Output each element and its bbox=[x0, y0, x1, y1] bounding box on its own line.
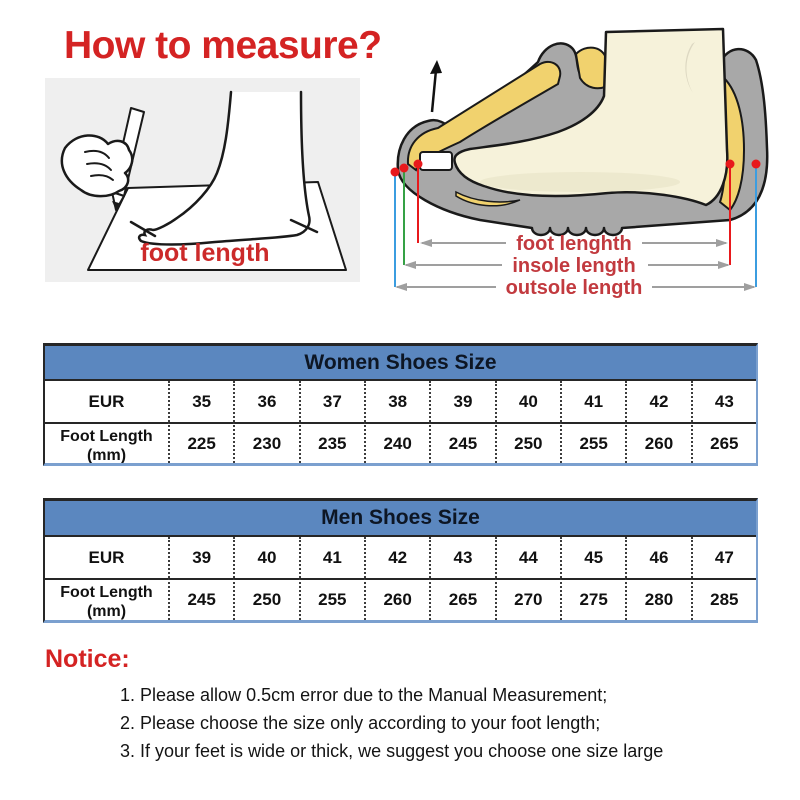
notice-title: Notice: bbox=[45, 645, 130, 673]
size-cell: 41 bbox=[298, 537, 364, 578]
insole-length-label: insole length bbox=[512, 255, 635, 277]
foot-tracing-illustration: foot length bbox=[45, 78, 360, 282]
length-cell: 255 bbox=[560, 422, 626, 463]
right-arrowhead-icon bbox=[716, 239, 728, 247]
foot-outline bbox=[137, 90, 311, 246]
row-header: Foot Length (mm) bbox=[45, 578, 168, 620]
length-cell: 265 bbox=[429, 578, 495, 620]
length-cell: 270 bbox=[494, 578, 560, 620]
size-cell: 40 bbox=[494, 381, 560, 422]
size-cell: 39 bbox=[429, 381, 494, 422]
size-cell: 36 bbox=[233, 381, 298, 422]
size-cell: 46 bbox=[625, 537, 690, 578]
measure-dot bbox=[751, 159, 761, 169]
page-title: How to measure? bbox=[64, 24, 382, 67]
hand-icon bbox=[60, 134, 134, 198]
foot-shading bbox=[480, 172, 680, 192]
table-title: Men Shoes Size bbox=[45, 501, 756, 537]
left-arrowhead-icon bbox=[420, 239, 432, 247]
outsole-length-label: outsole length bbox=[506, 277, 643, 299]
foot-length-label: foot lenghth bbox=[516, 233, 632, 255]
length-cell: 285 bbox=[690, 578, 756, 620]
insole-underfoot bbox=[455, 190, 521, 207]
size-cell: 41 bbox=[560, 381, 625, 422]
size-cell: 47 bbox=[690, 537, 756, 578]
ankle-shading-crescent bbox=[685, 42, 695, 93]
length-cell: 280 bbox=[625, 578, 691, 620]
measure-dot bbox=[399, 163, 409, 173]
size-cell: 39 bbox=[168, 537, 233, 578]
size-cell: 43 bbox=[429, 537, 494, 578]
heel-tick-mark bbox=[289, 218, 319, 234]
size-cell: 42 bbox=[364, 537, 429, 578]
size-cell: 38 bbox=[364, 381, 429, 422]
length-cell: 260 bbox=[364, 578, 430, 620]
men-size-table: Men Shoes Size EUR 39 40 41 42 43 44 45 … bbox=[43, 498, 758, 623]
size-cell: 44 bbox=[494, 537, 560, 578]
foot-shape-fill bbox=[139, 92, 310, 245]
size-cell: 40 bbox=[233, 537, 298, 578]
measure-dot bbox=[390, 167, 400, 177]
size-cell: 42 bbox=[625, 381, 690, 422]
length-cell: 255 bbox=[298, 578, 364, 620]
size-cell: 37 bbox=[298, 381, 364, 422]
row-header-line: Foot Length bbox=[60, 584, 153, 601]
length-cell: 230 bbox=[233, 422, 299, 463]
measure-dot bbox=[413, 159, 423, 169]
toe-gap-notch bbox=[419, 151, 453, 171]
row-header-line: (mm) bbox=[86, 447, 127, 463]
left-arrowhead-icon bbox=[404, 261, 416, 269]
table-title: Women Shoes Size bbox=[45, 346, 756, 381]
length-cell: 245 bbox=[168, 578, 234, 620]
length-cell: 265 bbox=[690, 422, 756, 463]
length-cell: 245 bbox=[429, 422, 495, 463]
length-cell: 235 bbox=[298, 422, 364, 463]
foot-tracing-drawing: foot length bbox=[45, 78, 360, 282]
size-cell: 35 bbox=[168, 381, 233, 422]
shoe-diagram-drawing: foot lenghth insole length outsole lengt… bbox=[390, 27, 769, 299]
notice-item: 1. Please allow 0.5cm error due to the M… bbox=[120, 685, 608, 705]
row-header: EUR bbox=[88, 391, 125, 411]
row-header: EUR bbox=[88, 547, 125, 567]
left-arrowhead-icon bbox=[395, 283, 407, 291]
notice-list: 1. Please allow 0.5cm error due to the M… bbox=[120, 681, 663, 765]
shoe-measurement-diagram: foot lenghth insole length outsole lengt… bbox=[390, 0, 800, 300]
women-size-table: Women Shoes Size EUR 35 36 37 38 39 40 4… bbox=[43, 343, 758, 466]
foot-in-shoe bbox=[453, 27, 729, 207]
notice-item: 3. If your feet is wide or thick, we sug… bbox=[120, 741, 664, 761]
measure-dot bbox=[725, 159, 735, 169]
pencil-lead bbox=[112, 201, 119, 210]
notice-item: 2. Please choose the size only according… bbox=[120, 713, 601, 733]
up-arrowhead-icon bbox=[430, 60, 442, 74]
insole-toe-band bbox=[406, 60, 562, 172]
right-arrowhead-icon bbox=[744, 283, 756, 291]
toe-tick-mark bbox=[129, 220, 157, 238]
length-cell: 225 bbox=[168, 422, 234, 463]
length-cell: 260 bbox=[625, 422, 691, 463]
foot-length-caption: foot length bbox=[140, 239, 269, 267]
right-arrowhead-icon bbox=[718, 261, 730, 269]
row-header: Foot Length (mm) bbox=[45, 422, 168, 463]
size-cell: 45 bbox=[560, 537, 625, 578]
size-cell: 43 bbox=[690, 381, 756, 422]
length-cell: 240 bbox=[364, 422, 430, 463]
up-arrow-icon bbox=[430, 69, 438, 113]
length-cell: 250 bbox=[494, 422, 560, 463]
row-header-line: (mm) bbox=[86, 603, 127, 620]
finger-lines bbox=[84, 149, 114, 181]
length-cell: 275 bbox=[560, 578, 626, 620]
length-cell: 250 bbox=[233, 578, 299, 620]
row-header-line: Foot Length bbox=[60, 428, 153, 445]
